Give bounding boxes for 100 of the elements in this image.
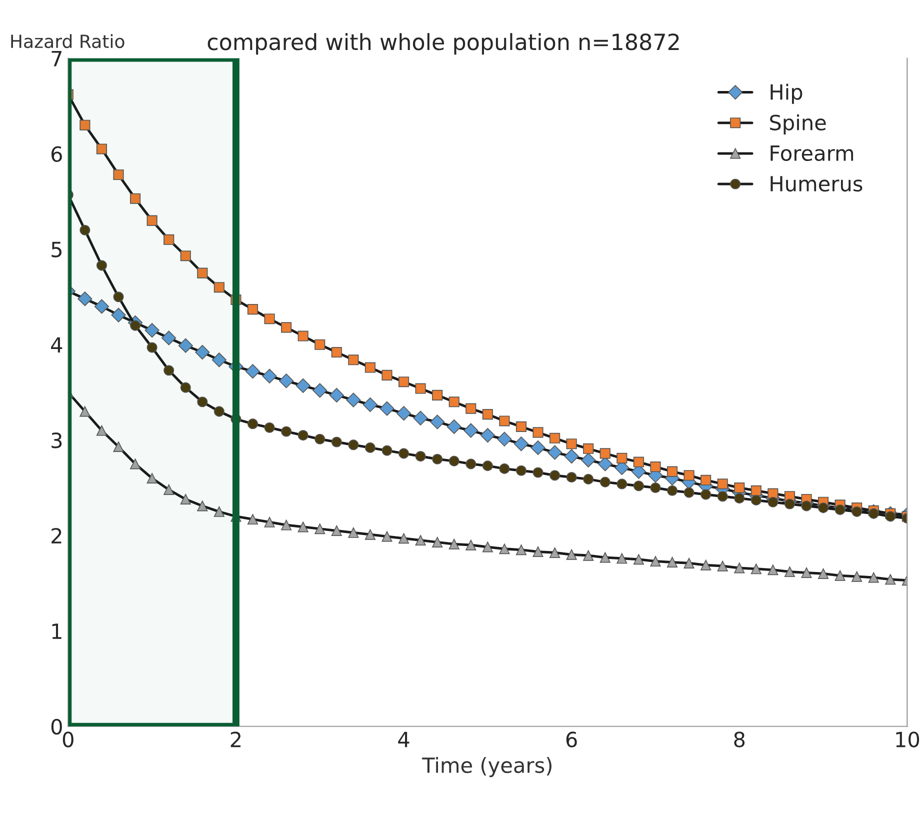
point <box>600 476 610 488</box>
point <box>264 516 275 528</box>
point <box>482 409 493 420</box>
point <box>550 432 560 444</box>
point <box>331 346 342 358</box>
point <box>413 410 428 426</box>
point <box>734 493 745 504</box>
y-tick-label: 6 <box>51 146 62 162</box>
point <box>514 436 529 452</box>
point <box>162 330 176 346</box>
point <box>281 426 292 437</box>
point <box>331 525 342 536</box>
point <box>296 378 310 393</box>
point <box>482 542 493 552</box>
point <box>734 482 745 494</box>
point <box>348 354 359 366</box>
point <box>329 388 344 402</box>
point <box>700 560 712 570</box>
point <box>312 383 328 398</box>
point <box>482 460 493 472</box>
point <box>768 488 778 499</box>
point <box>466 540 476 550</box>
point <box>564 448 579 464</box>
point <box>566 438 577 450</box>
x-tick-label: 8 <box>734 732 745 748</box>
point <box>547 445 562 460</box>
point <box>382 370 392 380</box>
point <box>314 434 326 444</box>
point <box>164 365 174 376</box>
point <box>230 294 242 306</box>
point <box>281 322 292 333</box>
point <box>113 169 124 180</box>
point <box>130 458 141 470</box>
point <box>700 489 712 500</box>
point <box>314 524 326 534</box>
x-tick-label: 6 <box>566 732 577 748</box>
point <box>684 558 694 568</box>
point <box>464 423 478 438</box>
point <box>650 482 661 494</box>
point <box>516 421 527 432</box>
legend-label: Humerus <box>770 176 862 192</box>
point <box>364 442 376 453</box>
point <box>532 467 544 478</box>
point <box>717 478 728 490</box>
y-tick-label: 5 <box>52 242 62 258</box>
point <box>111 308 126 322</box>
point <box>94 299 110 314</box>
point <box>331 436 342 448</box>
point <box>684 470 694 481</box>
point <box>784 566 795 578</box>
point <box>432 390 443 400</box>
point <box>382 531 392 542</box>
chart-title: compared with whole population n=18872 <box>208 33 679 55</box>
y-tick-label: 7 <box>52 51 62 66</box>
y-tick-label: 1 <box>52 624 62 639</box>
point <box>650 462 661 472</box>
point <box>245 364 260 379</box>
point <box>734 562 745 574</box>
point <box>113 441 124 452</box>
point <box>348 440 359 450</box>
point <box>768 496 778 508</box>
point <box>212 352 226 368</box>
point <box>113 292 124 302</box>
point <box>178 338 193 353</box>
point <box>480 428 495 443</box>
point <box>398 448 410 459</box>
point <box>364 529 376 540</box>
x-tick-label: 10 <box>896 732 920 748</box>
legend-label: Hip <box>770 84 802 104</box>
point <box>583 474 594 484</box>
point <box>717 560 728 572</box>
point <box>834 504 846 516</box>
point <box>432 536 443 548</box>
point <box>96 144 107 154</box>
point <box>78 292 92 306</box>
point <box>499 463 510 474</box>
point <box>466 403 476 414</box>
point <box>298 330 308 342</box>
point <box>96 260 107 271</box>
point <box>164 484 174 495</box>
point <box>146 215 158 226</box>
point <box>600 448 610 459</box>
point <box>396 406 412 421</box>
point <box>583 550 594 561</box>
x-tick-label: 0 <box>62 732 74 748</box>
point <box>497 432 512 446</box>
point <box>415 534 426 546</box>
point <box>247 514 258 525</box>
legend-label: Spine <box>770 114 826 134</box>
point <box>717 491 728 502</box>
point <box>616 478 628 490</box>
point <box>164 234 174 245</box>
point <box>633 456 644 468</box>
point <box>247 304 258 315</box>
point <box>499 544 510 554</box>
point <box>581 452 596 468</box>
x-tick-label: 4 <box>398 732 410 748</box>
x-axis-title: Time (years) <box>422 756 552 778</box>
point <box>868 508 879 519</box>
point <box>415 451 426 462</box>
